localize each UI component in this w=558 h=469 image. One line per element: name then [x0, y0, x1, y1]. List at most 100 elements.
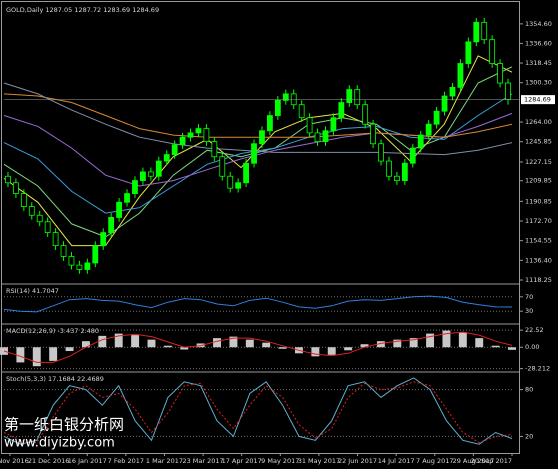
- y-tick-label: 30: [525, 307, 533, 315]
- candle-body: [433, 110, 440, 125]
- y-tick-label: -28.212: [525, 365, 550, 373]
- candle-body: [314, 132, 321, 142]
- candle: [211, 137, 218, 162]
- candle-body: [505, 82, 511, 101]
- candle-body: [306, 117, 313, 134]
- x-tick-label: 31 May 2017: [298, 457, 340, 465]
- candle-body: [401, 162, 408, 181]
- candle: [481, 18, 488, 45]
- macd-bar: [442, 330, 451, 348]
- candle: [76, 260, 83, 274]
- x-tick-label: 23 Mar 2017: [182, 457, 223, 465]
- candle: [425, 119, 432, 140]
- x-tick-label: 7 Aug 2017: [416, 457, 454, 465]
- candle-body: [195, 128, 202, 134]
- panel-title: GOLD,Daily 1287.05 1287.72 1283.69 1284.…: [6, 6, 159, 14]
- macd-bar: [180, 347, 189, 350]
- candle-body: [378, 143, 384, 162]
- candle: [497, 59, 503, 88]
- macd-bar: [147, 339, 156, 348]
- macd-bar: [311, 347, 320, 357]
- candle-body: [409, 147, 416, 164]
- x-tick-label: 14 Jul 2017: [378, 457, 415, 465]
- panel-title: RSI(14) 41.7047: [6, 287, 59, 295]
- candle-body: [449, 86, 456, 97]
- x-tick-label: 1 Mar 2017: [146, 457, 183, 465]
- candle-body: [179, 136, 186, 146]
- candle: [489, 35, 496, 68]
- macd-bar: [426, 333, 435, 348]
- candle: [386, 156, 392, 181]
- y-tick-label: 1136.40: [525, 256, 552, 264]
- y-tick-label: 80: [525, 386, 533, 394]
- candle-body: [60, 245, 67, 257]
- macd-bar: [114, 333, 123, 348]
- x-tick-label: 16 Jan 2017: [68, 457, 107, 465]
- candle: [187, 128, 194, 142]
- y-tick-label: 1190.85: [525, 197, 552, 205]
- candle: [20, 189, 27, 211]
- macd-bar: [344, 347, 353, 351]
- macd-bar: [327, 347, 336, 355]
- x-tick-label: 7 Feb 2017: [108, 457, 144, 465]
- candle: [68, 252, 75, 270]
- candle-body: [124, 193, 130, 203]
- macd-bar: [98, 335, 107, 348]
- macd-bar: [393, 339, 402, 348]
- candle-body: [36, 214, 43, 223]
- macd-bar: [49, 347, 58, 361]
- macd-bar: [16, 347, 25, 363]
- candle-body: [203, 128, 210, 142]
- candle-body: [489, 39, 496, 64]
- candle-body: [473, 21, 480, 43]
- y-tick-label: 0.00: [525, 343, 539, 351]
- y-tick-label: 70: [525, 293, 533, 301]
- watermark-url: www.diyizby.com: [4, 436, 115, 451]
- candle: [60, 241, 67, 261]
- candle-body: [132, 180, 138, 194]
- candle-body: [116, 201, 122, 218]
- indicator-line: [3, 93, 513, 138]
- candle-body: [465, 41, 472, 64]
- candle-body: [76, 264, 83, 270]
- candle-body: [155, 160, 162, 177]
- candle: [401, 158, 408, 185]
- candle-body: [147, 171, 154, 177]
- candle-body: [243, 162, 249, 184]
- candle-body: [457, 63, 464, 88]
- candle-body: [219, 156, 226, 177]
- candle: [147, 167, 154, 181]
- y-tick-label: 1245.85: [525, 138, 552, 146]
- candle: [338, 98, 345, 123]
- macd-bar: [163, 345, 172, 348]
- candle-body: [497, 63, 503, 84]
- macd-bar: [409, 338, 418, 348]
- candle-body: [211, 141, 218, 158]
- x-tick-label: 9 Nov 2016: [0, 457, 29, 465]
- indicator-line: [3, 377, 513, 445]
- candle-body: [251, 143, 257, 164]
- panel-title: MACD(12,26,9) -3.437 2.480: [6, 327, 99, 335]
- indicator-line: [3, 295, 513, 313]
- candle: [394, 171, 400, 185]
- candle: [5, 171, 11, 188]
- candle-body: [386, 160, 392, 177]
- candle-body: [290, 93, 297, 106]
- candle-body: [5, 175, 11, 184]
- y-tick-label: 1300.30: [525, 79, 552, 87]
- candle: [274, 96, 281, 120]
- candle: [378, 139, 384, 166]
- candle-body: [28, 206, 35, 216]
- x-tick-label: 29 Aug 2017: [453, 457, 495, 465]
- candle-body: [227, 175, 234, 189]
- candle: [259, 126, 265, 149]
- macd-bar: [491, 345, 500, 348]
- candle: [84, 258, 91, 274]
- candle: [92, 241, 99, 268]
- candle-body: [338, 102, 345, 119]
- candle-body: [171, 144, 178, 155]
- candle-body: [235, 182, 242, 189]
- candle: [441, 91, 448, 116]
- macd-bar: [245, 339, 254, 348]
- candle: [457, 59, 464, 92]
